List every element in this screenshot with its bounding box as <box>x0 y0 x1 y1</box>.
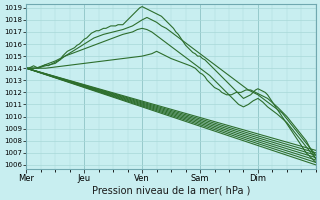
X-axis label: Pression niveau de la mer( hPa ): Pression niveau de la mer( hPa ) <box>92 186 250 196</box>
